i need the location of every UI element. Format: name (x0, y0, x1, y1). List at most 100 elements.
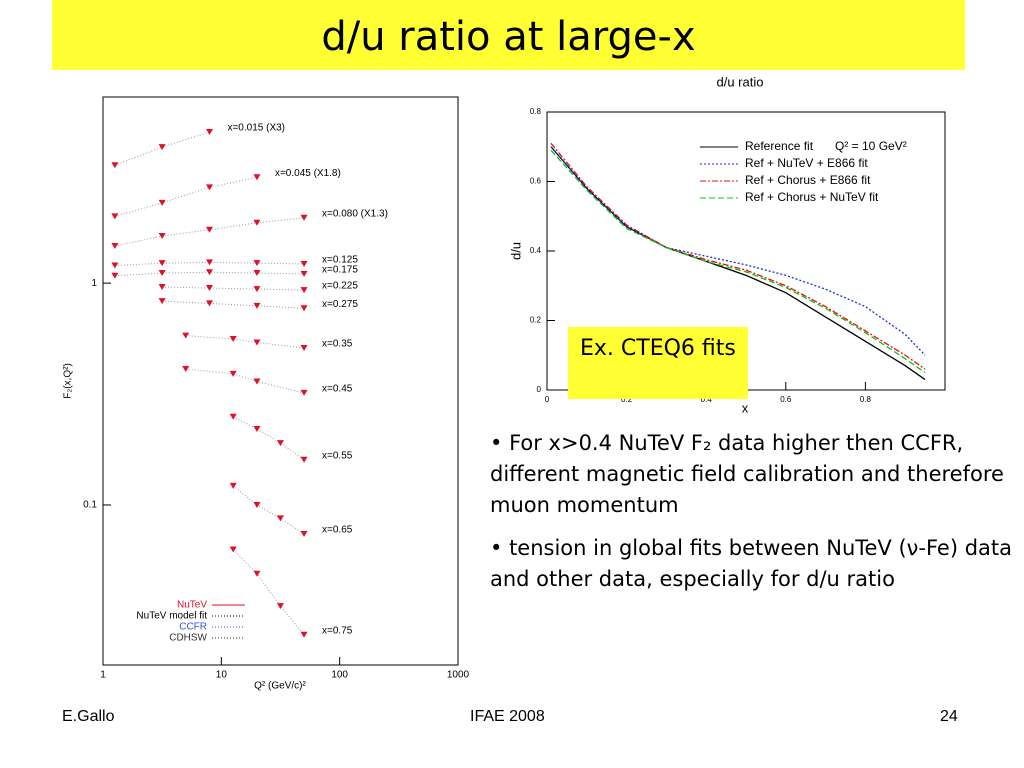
point (253, 426, 261, 433)
point (205, 226, 213, 233)
point (111, 262, 119, 269)
point (158, 144, 166, 151)
y-axis-label: d/u (508, 242, 523, 260)
point (253, 270, 261, 277)
point (300, 344, 308, 351)
point (158, 199, 166, 206)
legend-label: CCFR (179, 622, 207, 633)
legend-label: Reference fit (745, 139, 814, 153)
x-tick-label: 0.4 (701, 395, 713, 404)
fit-curve (232, 416, 305, 461)
point (229, 482, 237, 489)
point (253, 260, 261, 267)
point (276, 440, 284, 447)
fit-curve (185, 368, 305, 394)
point (300, 389, 308, 396)
point (111, 272, 119, 279)
point (205, 285, 213, 292)
line (550, 146, 926, 381)
x-axis-label: x (742, 400, 749, 415)
plots: 1 10 100 1000 0.1 1 x=0.015 (X3) x=0.045 (X1.8)… (63, 74, 946, 692)
y-tick-label: 0 (537, 385, 542, 394)
point (300, 530, 308, 537)
point (158, 298, 166, 305)
point (158, 233, 166, 240)
point (253, 302, 261, 309)
fit-curve (162, 286, 305, 291)
y-tick-label: 1 (91, 278, 97, 289)
y-tick-label: 0.1 (83, 500, 97, 511)
y-axis-label: F₂(x,Q²) (63, 363, 74, 399)
point (158, 284, 166, 291)
fit-curve (114, 176, 258, 217)
legend-label: Ref + NuTeV + E866 fit (745, 156, 868, 170)
bin-label: x=0.175 (322, 265, 358, 276)
legend-label: CDHSW (169, 633, 207, 644)
x-tick-label: 1 (100, 670, 106, 681)
bin-label: x=0.125 (322, 255, 358, 266)
point (205, 300, 213, 307)
point (229, 335, 237, 342)
x-tick-label: 100 (331, 670, 348, 681)
x-tick-label: 0.6 (780, 395, 792, 404)
point (300, 260, 308, 267)
slide-title: d/u ratio at large-x (52, 0, 965, 70)
footer-right: 24 (940, 708, 958, 725)
legend-label: NuTeV model fit (136, 611, 207, 622)
bullet: tension in global fits between NuTeV (ν-… (490, 533, 1020, 595)
bin-label: x=0.015 (X3) (227, 123, 285, 134)
point (229, 413, 237, 420)
line (550, 142, 926, 370)
footer-left: E.Gallo (62, 708, 115, 725)
point (205, 269, 213, 276)
bin-label: x=0.35 (322, 339, 353, 350)
point (111, 213, 119, 220)
legend-label: Ref + Chorus + NuTeV fit (745, 190, 879, 204)
point (300, 456, 308, 463)
point (229, 370, 237, 377)
x-tick-label: 0.8 (860, 395, 872, 404)
fit-curve (162, 300, 305, 309)
bin-label: x=0.225 (322, 281, 358, 292)
y-tick-label: 0.8 (530, 107, 542, 116)
bin-label: x=0.045 (X1.8) (275, 168, 341, 179)
point (182, 366, 190, 373)
bullet: For x>0.4 NuTeV F₂ data higher then CCFR… (490, 428, 1020, 521)
point (300, 270, 308, 277)
point (205, 128, 213, 135)
legend-label: NuTeV (177, 600, 207, 611)
bin-label: x=0.45 (322, 384, 353, 395)
line (550, 146, 926, 356)
point (253, 378, 261, 385)
point (300, 631, 308, 638)
point (253, 174, 261, 181)
x-tick-label: 1000 (447, 670, 470, 681)
chart-title: d/u ratio (717, 74, 764, 89)
fit-curve (232, 485, 305, 535)
point (253, 286, 261, 293)
point (300, 214, 308, 221)
point (205, 259, 213, 266)
point (300, 305, 308, 312)
bin-label: x=0.65 (322, 525, 353, 536)
point (253, 219, 261, 226)
point (158, 260, 166, 267)
fit-curve (185, 335, 305, 349)
y-tick-label: 0.6 (530, 177, 542, 186)
point (253, 339, 261, 346)
point (111, 242, 119, 249)
point (253, 570, 261, 577)
x-tick-label: 0.2 (621, 395, 633, 404)
point (205, 184, 213, 191)
x-tick-label: 10 (216, 670, 228, 681)
point (182, 332, 190, 339)
point (276, 603, 284, 610)
x-tick-label: 0 (545, 395, 550, 404)
legend-label: Ref + Chorus + E866 fit (745, 173, 871, 187)
bin-label: x=0.55 (322, 450, 353, 461)
point (111, 162, 119, 169)
bin-label: x=0.080 (X1.3) (322, 208, 388, 219)
point (229, 546, 237, 553)
bin-label: x=0.275 (322, 299, 358, 310)
